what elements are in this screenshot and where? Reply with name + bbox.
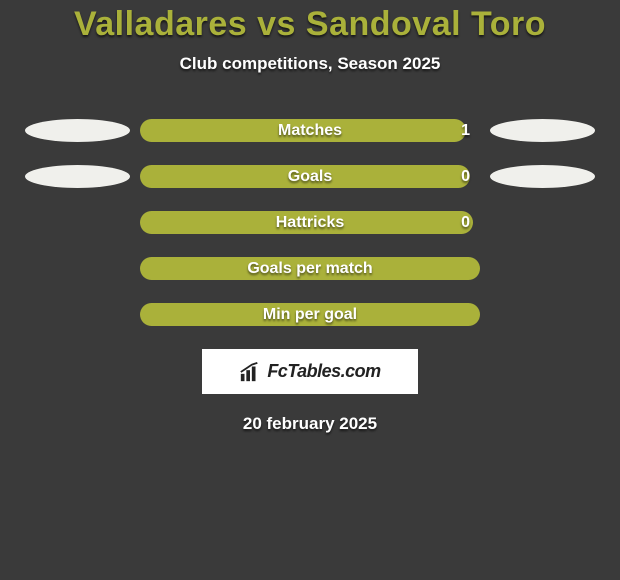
stat-label: Hattricks <box>140 211 480 234</box>
stat-label: Goals per match <box>140 257 480 280</box>
stat-value: 0 <box>461 165 470 188</box>
stat-label: Min per goal <box>140 303 480 326</box>
left-ellipse <box>25 119 130 142</box>
stat-row: Goals0 <box>0 165 620 188</box>
comparison-card: Valladares vs Sandoval Toro Club competi… <box>0 0 620 434</box>
stat-bar: Goals0 <box>140 165 480 188</box>
right-ellipse <box>490 119 595 142</box>
stat-rows: Matches1Goals0Hattricks0Goals per matchM… <box>0 119 620 326</box>
stat-bar: Goals per match <box>140 257 480 280</box>
stat-bar: Hattricks0 <box>140 211 480 234</box>
left-ellipse <box>25 165 130 188</box>
stat-row: Goals per match <box>0 257 620 280</box>
stat-row: Hattricks0 <box>0 211 620 234</box>
chart-icon <box>239 361 261 383</box>
stat-label: Goals <box>140 165 480 188</box>
logo-box[interactable]: FcTables.com <box>202 349 418 394</box>
stat-bar: Matches1 <box>140 119 480 142</box>
page-subtitle: Club competitions, Season 2025 <box>0 54 620 74</box>
page-title: Valladares vs Sandoval Toro <box>0 5 620 44</box>
stat-row: Matches1 <box>0 119 620 142</box>
stat-value: 0 <box>461 211 470 234</box>
stat-bar: Min per goal <box>140 303 480 326</box>
stat-value: 1 <box>461 119 470 142</box>
stat-label: Matches <box>140 119 480 142</box>
logo-text: FcTables.com <box>267 361 380 382</box>
right-ellipse <box>490 165 595 188</box>
date-text: 20 february 2025 <box>0 414 620 434</box>
stat-row: Min per goal <box>0 303 620 326</box>
